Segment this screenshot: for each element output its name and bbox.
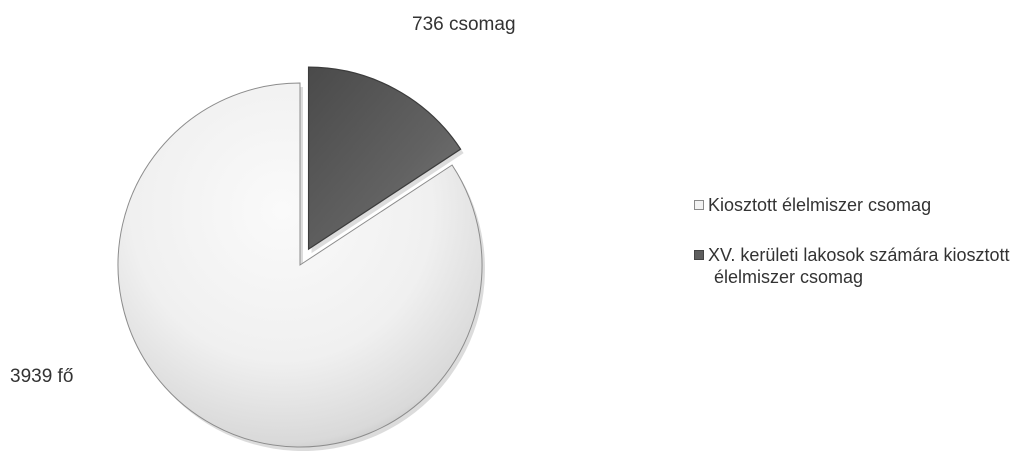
data-label-persons: 3939 fő (10, 366, 74, 387)
pie-slice-distributed-packages (117, 82, 483, 448)
legend-label: XV. kerületi lakosok számára kiosztott é… (708, 245, 1010, 287)
data-label-packages: 736 csomag (412, 14, 516, 35)
legend: Kiosztott élelmiszer csomag XV. kerületi… (694, 194, 1034, 288)
legend-item-distributed-packages: Kiosztott élelmiszer csomag (694, 194, 1034, 216)
legend-swatch-light (694, 200, 704, 210)
legend-swatch-dark (694, 250, 704, 260)
pie-slice-district-residents (307, 66, 462, 251)
legend-item-district-residents: XV. kerületi lakosok számára kiosztott é… (694, 244, 1034, 288)
legend-label: Kiosztott élelmiszer csomag (708, 195, 932, 215)
